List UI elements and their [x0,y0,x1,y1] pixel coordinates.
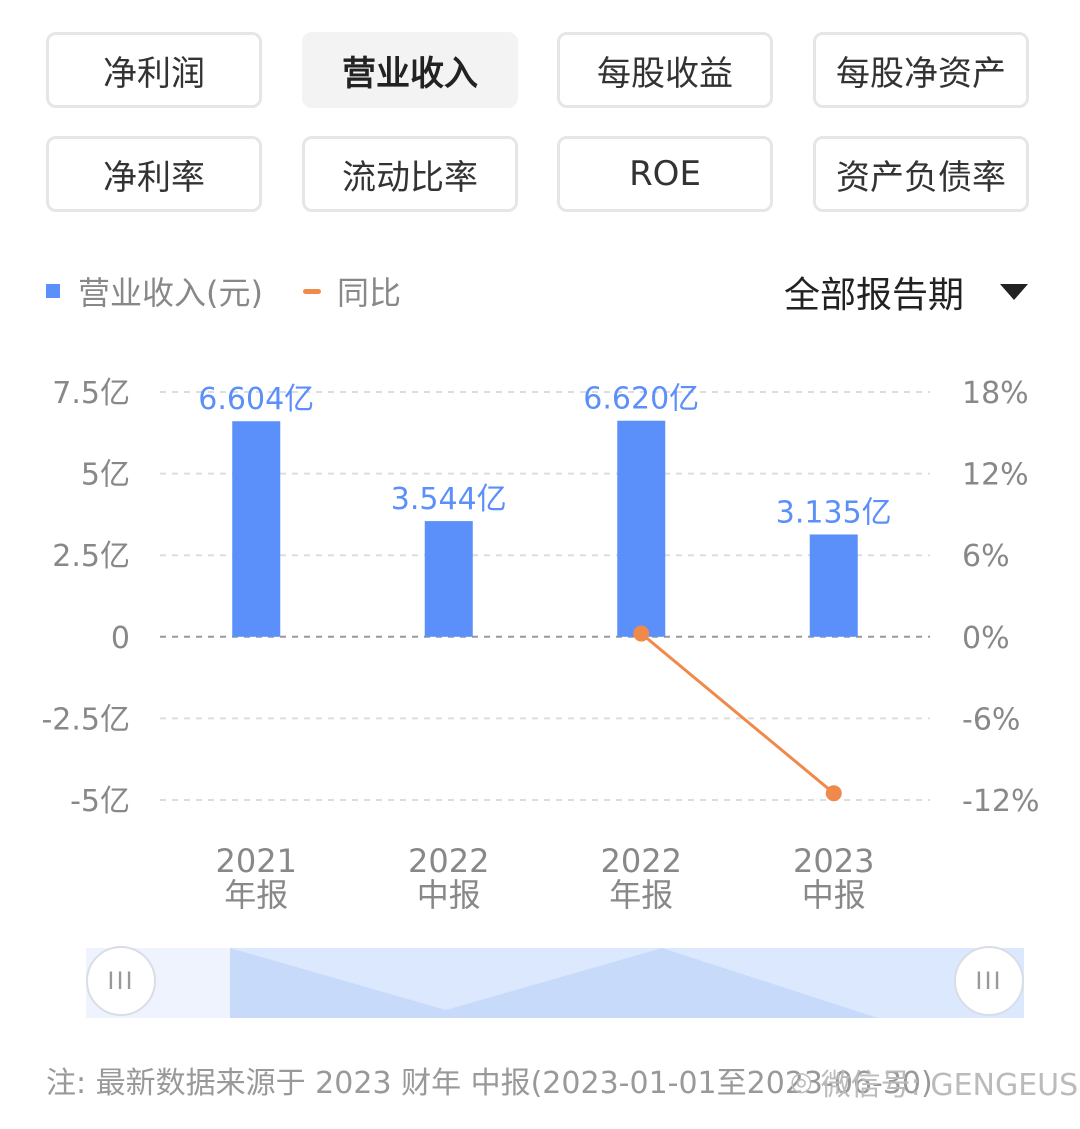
caret-down-icon [1000,284,1029,300]
tab-1[interactable]: 净利润 [46,32,262,108]
bar-legend-swatch [46,284,60,298]
tab-5[interactable]: 净利率 [46,136,262,212]
left-tick-label: -2.5亿 [41,702,130,737]
data-source-footnote: 注: 最新数据来源于 2023 财年 中报(2023-01-01至2023-06… [46,1066,933,1101]
tab-7[interactable]: ROE [557,136,773,212]
chart-legend: 营业收入(元) 同比 [46,268,401,314]
bar-value-label: 3.544亿 [391,482,507,517]
right-tick-label: -12% [962,784,1040,819]
right-tick-label: 18% [962,376,1029,411]
wechat-watermark: ◎ 微信号: GENGEUS [790,1060,1078,1104]
right-tick-label: 12% [962,458,1029,493]
period-selector-label: 全部报告期 [784,275,965,316]
range-slider[interactable]: III III [86,946,1024,1020]
tab-6[interactable]: 流动比率 [302,136,518,212]
category-year-label: 2021 [216,842,297,880]
watermark-text: 微信号: GENGEUS [820,1068,1079,1103]
tab-3[interactable]: 每股收益 [557,32,773,108]
revenue-bar [809,534,858,637]
category-year-label: 2022 [408,842,489,880]
bar-value-label: 3.135亿 [776,495,892,530]
left-tick-label: 0 [111,621,130,656]
category-period-label: 中报 [802,876,866,914]
category-year-label: 2023 [793,842,874,880]
category-period-label: 年报 [224,876,288,914]
tab-8[interactable]: 资产负债率 [813,136,1029,212]
yoy-point [633,625,650,642]
bar-value-label: 6.620亿 [583,382,699,417]
right-tick-label: 0% [962,621,1010,656]
line-legend-label[interactable]: 同比 [336,274,401,312]
right-tick-label: -6% [962,702,1020,737]
left-tick-label: 5亿 [81,458,130,493]
revenue-bar [424,521,473,637]
tab-4[interactable]: 每股净资产 [813,32,1029,108]
category-period-label: 年报 [609,876,673,914]
slider-left-handle[interactable]: III [86,946,156,1016]
category-year-label: 2022 [601,842,682,880]
line-legend-swatch [302,288,321,294]
left-tick-label: 7.5亿 [52,376,130,411]
revenue-chart: 7.5亿 18% 5亿 12% 2.5亿 6% 0 0% -2.5亿 -6% -5亿 -12% 6.60… [41,376,1040,914]
left-tick-label: -5亿 [70,784,130,819]
right-tick-label: 6% [962,539,1010,574]
watermark-logo-icon: ◎ [790,1067,813,1097]
revenue-bar [617,420,666,637]
slider-track [86,948,1024,1018]
yoy-point [825,785,842,802]
slider-right-handle[interactable]: III [954,946,1024,1016]
left-tick-label: 2.5亿 [52,539,130,574]
revenue-bar [232,421,281,637]
period-selector[interactable]: 全部报告期 [784,266,1029,318]
category-period-label: 中报 [417,876,481,914]
yoy-line [640,632,835,795]
bar-legend-label[interactable]: 营业收入(元) [78,274,263,312]
bar-value-label: 6.604亿 [198,382,314,417]
tab-2[interactable]: 营业收入 [302,32,518,108]
